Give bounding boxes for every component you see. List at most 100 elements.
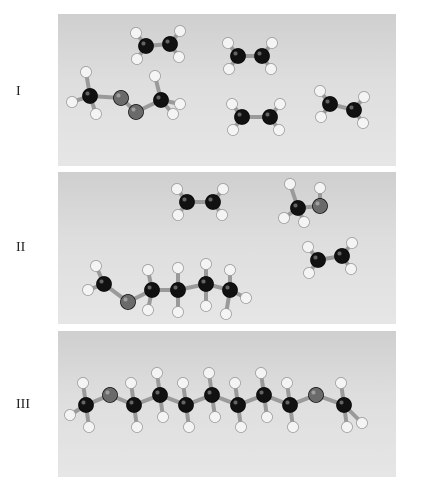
atom-highlight (124, 298, 128, 302)
carbon-atom (127, 398, 142, 413)
photo-panel-3 (58, 331, 396, 477)
atom-highlight (86, 92, 90, 96)
atom-highlight (316, 202, 320, 206)
atom-highlight (157, 96, 161, 100)
carbon-atom (283, 398, 298, 413)
hydrogen-atom (218, 184, 229, 195)
hydrogen-atom (210, 412, 221, 423)
hydrogen-atom (279, 213, 290, 224)
hydrogen-atom (172, 184, 183, 195)
carbon-atom (139, 39, 154, 54)
hydrogen-atom (178, 378, 189, 389)
hydrogen-atom (347, 238, 358, 249)
hydrogen-atom (67, 97, 78, 108)
molecule-model (172, 184, 229, 221)
atom-highlight (226, 286, 230, 290)
carbon-atom (291, 201, 306, 216)
atom-highlight (106, 391, 110, 395)
panel-label-1: I (16, 84, 46, 100)
molecule-models-3 (58, 331, 396, 477)
carbon-atom (223, 283, 238, 298)
oxygen-atom (129, 105, 144, 120)
hydrogen-atom (152, 368, 163, 379)
molecule-model (67, 67, 186, 120)
atom-highlight (234, 401, 238, 405)
atom-highlight (166, 40, 170, 44)
carbon-atom (199, 277, 214, 292)
hydrogen-atom (346, 264, 357, 275)
atom-highlight (182, 401, 186, 405)
hydrogen-atom (173, 263, 184, 274)
hydrogen-atom (174, 52, 185, 63)
atom-highlight (340, 401, 344, 405)
atom-highlight (156, 391, 160, 395)
hydrogen-atom (175, 26, 186, 37)
carbon-atom (235, 110, 250, 125)
atom-highlight (132, 108, 136, 112)
carbon-atom (231, 49, 246, 64)
molecule-model (131, 26, 186, 65)
hydrogen-atom (315, 183, 326, 194)
hydrogen-atom (315, 86, 326, 97)
hydrogen-atom (83, 285, 94, 296)
hydrogen-atom (158, 412, 169, 423)
hydrogen-atom (230, 378, 241, 389)
hydrogen-atom (204, 368, 215, 379)
atom-highlight (100, 280, 104, 284)
carbon-atom (206, 195, 221, 210)
molecule-model (315, 86, 370, 129)
hydrogen-atom (227, 99, 238, 110)
hydrogen-atom (285, 179, 296, 190)
atom-highlight (286, 401, 290, 405)
hydrogen-atom (224, 64, 235, 75)
molecule-model (303, 238, 358, 279)
hydrogen-atom (168, 109, 179, 120)
carbon-atom (257, 388, 272, 403)
hydrogen-atom (217, 210, 228, 221)
carbon-atom (79, 398, 94, 413)
carbon-atom (153, 388, 168, 403)
photo-panel-2 (58, 172, 396, 324)
oxygen-atom (313, 199, 328, 214)
carbon-atom (145, 283, 160, 298)
atom-highlight (326, 100, 330, 104)
hydrogen-atom (359, 92, 370, 103)
atom-highlight (183, 198, 187, 202)
hydrogen-atom (84, 422, 95, 433)
molecule-model (227, 99, 286, 136)
hydrogen-atom (143, 265, 154, 276)
atom-highlight (130, 401, 134, 405)
hydrogen-atom (342, 422, 353, 433)
hydrogen-atom (201, 259, 212, 270)
hydrogen-atom (223, 38, 234, 49)
atom-highlight (208, 391, 212, 395)
atom-highlight (142, 42, 146, 46)
oxygen-atom (114, 91, 129, 106)
hydrogen-atom (225, 265, 236, 276)
atom-highlight (294, 204, 298, 208)
atom-highlight (148, 286, 152, 290)
atom-highlight (202, 280, 206, 284)
molecule-model (223, 38, 278, 75)
hydrogen-atom (267, 38, 278, 49)
carbon-atom (83, 89, 98, 104)
molecule-models-2 (58, 172, 396, 324)
carbon-atom (231, 398, 246, 413)
panel-label-3: III (16, 397, 46, 413)
carbon-atom (154, 93, 169, 108)
carbon-atom (255, 49, 270, 64)
carbon-atom (179, 398, 194, 413)
atom-highlight (266, 113, 270, 117)
hydrogen-atom (91, 261, 102, 272)
hydrogen-atom (184, 422, 195, 433)
molecule-model (279, 179, 328, 228)
carbon-atom (163, 37, 178, 52)
carbon-atom (335, 249, 350, 264)
hydrogen-atom (81, 67, 92, 78)
carbon-atom (323, 97, 338, 112)
hydrogen-atom (143, 305, 154, 316)
hydrogen-atom (175, 99, 186, 110)
carbon-atom (205, 388, 220, 403)
atom-highlight (260, 391, 264, 395)
hydrogen-atom (65, 410, 76, 421)
